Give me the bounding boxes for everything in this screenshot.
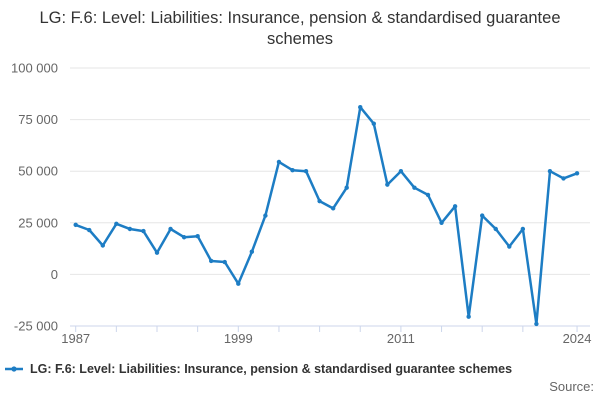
series-point[interactable] — [330, 206, 336, 211]
series-point[interactable] — [141, 228, 146, 234]
series-point[interactable] — [87, 227, 92, 233]
y-axis-label: 50 000 — [18, 164, 58, 179]
series-point[interactable] — [358, 105, 363, 110]
series-point[interactable] — [534, 321, 539, 327]
series-point[interactable] — [276, 159, 282, 165]
legend-line-with-dot-icon — [5, 366, 23, 372]
x-axis-label: 1987 — [61, 331, 90, 346]
series-point[interactable] — [398, 169, 404, 174]
source-label: Source: — [549, 379, 594, 394]
x-axis-label: 1999 — [224, 331, 253, 346]
series-point[interactable] — [195, 234, 200, 239]
series-point[interactable] — [249, 249, 255, 254]
series-point[interactable] — [371, 121, 376, 126]
series-point[interactable] — [73, 222, 78, 228]
y-axis-label: -25 000 — [14, 319, 58, 334]
series-point[interactable] — [561, 176, 566, 181]
series-point[interactable] — [303, 169, 309, 174]
series-point[interactable] — [574, 171, 580, 176]
series-point[interactable] — [127, 226, 133, 232]
series-point[interactable] — [507, 244, 512, 249]
series-point[interactable] — [344, 185, 349, 190]
y-axis-label: 0 — [51, 267, 58, 282]
series-point[interactable] — [222, 259, 227, 265]
chart-title: LG: F.6: Level: Liabilities: Insurance, … — [30, 8, 570, 49]
legend-label[interactable]: LG: F.6: Level: Liabilities: Insurance, … — [30, 362, 513, 376]
series-point[interactable] — [181, 235, 187, 240]
x-axis-label: 2024 — [563, 331, 592, 346]
series-point[interactable] — [480, 213, 485, 218]
series-point[interactable] — [154, 250, 160, 255]
series-line[interactable] — [74, 105, 579, 326]
series-point[interactable] — [466, 314, 471, 319]
series-point[interactable] — [452, 204, 458, 209]
y-axis-label: 100 000 — [11, 61, 58, 76]
y-axis-label: 25 000 — [18, 215, 58, 230]
series-point[interactable] — [412, 185, 417, 190]
series-point[interactable] — [114, 221, 119, 227]
series-point[interactable] — [385, 182, 390, 187]
series-point[interactable] — [263, 213, 268, 218]
series-point[interactable] — [425, 192, 431, 198]
legend[interactable]: LG: F.6: Level: Liabilities: Insurance, … — [4, 362, 600, 376]
series-point[interactable] — [209, 258, 214, 264]
series-point[interactable] — [493, 226, 498, 232]
series-point[interactable] — [520, 226, 526, 232]
series-point[interactable] — [317, 198, 322, 204]
series-point[interactable] — [100, 243, 106, 248]
chart-title-text: LG: F.6: Level: Liabilities: Insurance, … — [39, 9, 561, 48]
series-point[interactable] — [290, 167, 295, 173]
series-point[interactable] — [236, 281, 241, 286]
line-chart: -25 000 0 25 000 50 000 75 000 100 000 1987 199… — [11, 61, 592, 347]
y-axis-label: 75 000 — [18, 112, 58, 127]
series-point[interactable] — [547, 169, 553, 174]
x-axis-label: 2011 — [387, 331, 415, 346]
series-point[interactable] — [439, 220, 444, 225]
series-point[interactable] — [168, 226, 173, 232]
